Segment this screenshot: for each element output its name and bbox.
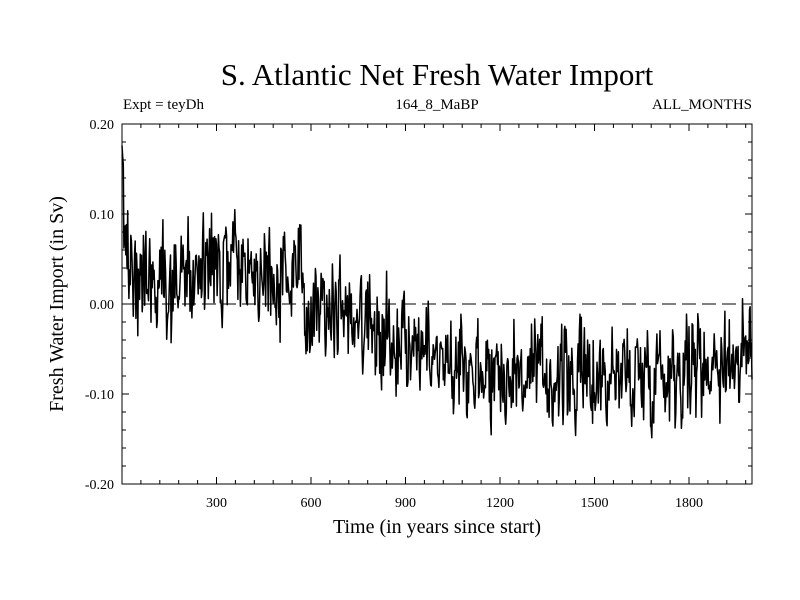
x-tick-label: 1800 [675,496,703,511]
run-label: 164_8_MaBP [395,97,478,113]
experiment-label: Expt = teyDh [123,97,204,113]
series-line [121,145,753,439]
x-tick-label: 300 [206,496,227,511]
months-label: ALL_MONTHS [652,97,752,113]
plot-frame [121,123,753,485]
x-tick-label: 600 [301,496,322,511]
x-axis-label: Time (in years since start) [333,516,541,538]
y-tick-label: -0.10 [85,388,114,403]
y-tick-label: 0.10 [90,208,115,223]
x-tick-label: 900 [395,496,416,511]
data-layer [121,145,753,439]
y-tick-label: 0.20 [90,118,115,133]
x-axis: 300 600 900 1200 1500 1800 [140,124,747,511]
y-tick-label: 0.00 [90,298,115,313]
x-tick-label: 1200 [486,496,514,511]
y-tick-label: -0.20 [85,478,114,493]
chart-title: S. Atlantic Net Fresh Water Import [221,57,654,92]
y-axis-label: Fresh Water Import (in Sv) [46,196,68,412]
x-tick-label: 1500 [581,496,609,511]
y-axis: 0.20 0.10 0.00 -0.10 -0.20 [85,118,752,493]
